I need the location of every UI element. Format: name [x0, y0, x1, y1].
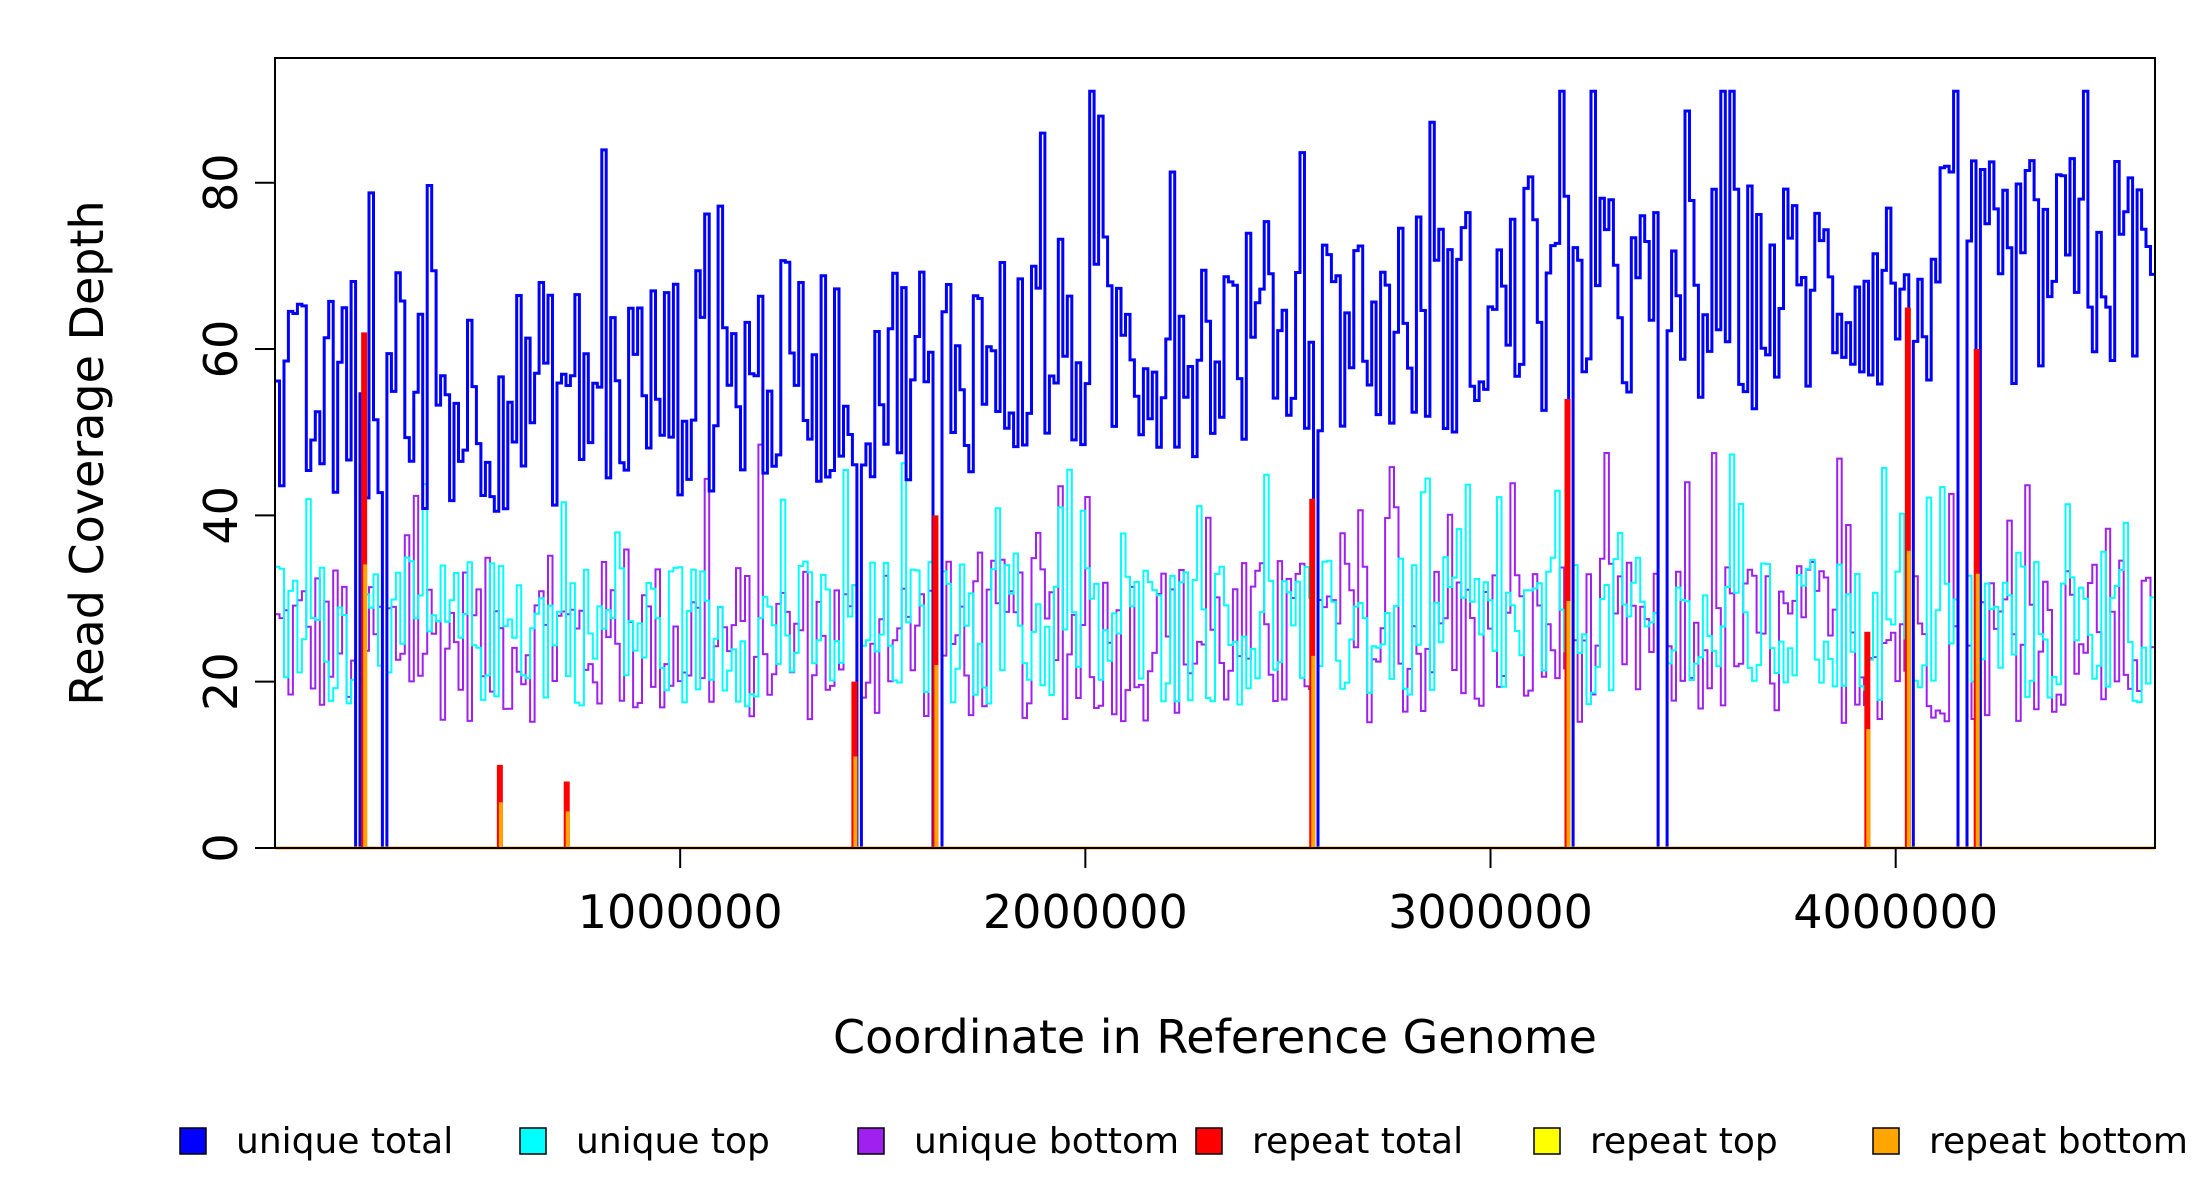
- legend-swatch-unique-top: [519, 1127, 547, 1155]
- y-axis-title: Read Coverage Depth: [60, 200, 114, 705]
- y-tick-label: 20: [194, 652, 248, 711]
- series-line-unique-top: [275, 453, 2155, 849]
- legend-swatch-unique-bottom: [857, 1127, 885, 1155]
- x-tick-label: 3000000: [1388, 885, 1593, 939]
- legend-label-unique-total: unique total: [236, 1121, 453, 1162]
- legend-label-unique-bottom: unique bottom: [914, 1121, 1179, 1162]
- x-tick-label: 4000000: [1793, 885, 1998, 939]
- plot-frame: [274, 57, 2156, 849]
- y-tick-label: 60: [194, 320, 248, 379]
- legend-label-repeat-total: repeat total: [1252, 1121, 1463, 1162]
- x-axis-title: Coordinate in Reference Genome: [833, 1010, 1597, 1064]
- y-tick-label: 80: [194, 153, 248, 212]
- axes-group: 1000000 2000000 3000000 4000000 0 20 40 60 80: [194, 153, 1998, 939]
- legend-label-repeat-top: repeat top: [1590, 1121, 1778, 1162]
- legend-label-repeat-bottom: repeat bottom: [1929, 1121, 2188, 1162]
- legend-swatch-repeat-top: [1533, 1127, 1561, 1155]
- x-tick-label: 2000000: [983, 885, 1188, 939]
- series-group: [275, 89, 2155, 850]
- legend-swatch-unique-total: [179, 1127, 207, 1155]
- x-tick-label: 1000000: [578, 885, 783, 939]
- y-tick-label: 40: [194, 486, 248, 545]
- series-line-unique-total: [275, 89, 2155, 850]
- legend-swatch-repeat-bottom: [1872, 1127, 1900, 1155]
- legend: unique total unique top unique bottom repea…: [179, 1121, 2188, 1162]
- legend-label-unique-top: unique top: [576, 1121, 770, 1162]
- legend-swatch-repeat-total: [1195, 1127, 1223, 1155]
- y-tick-label: 0: [194, 833, 248, 862]
